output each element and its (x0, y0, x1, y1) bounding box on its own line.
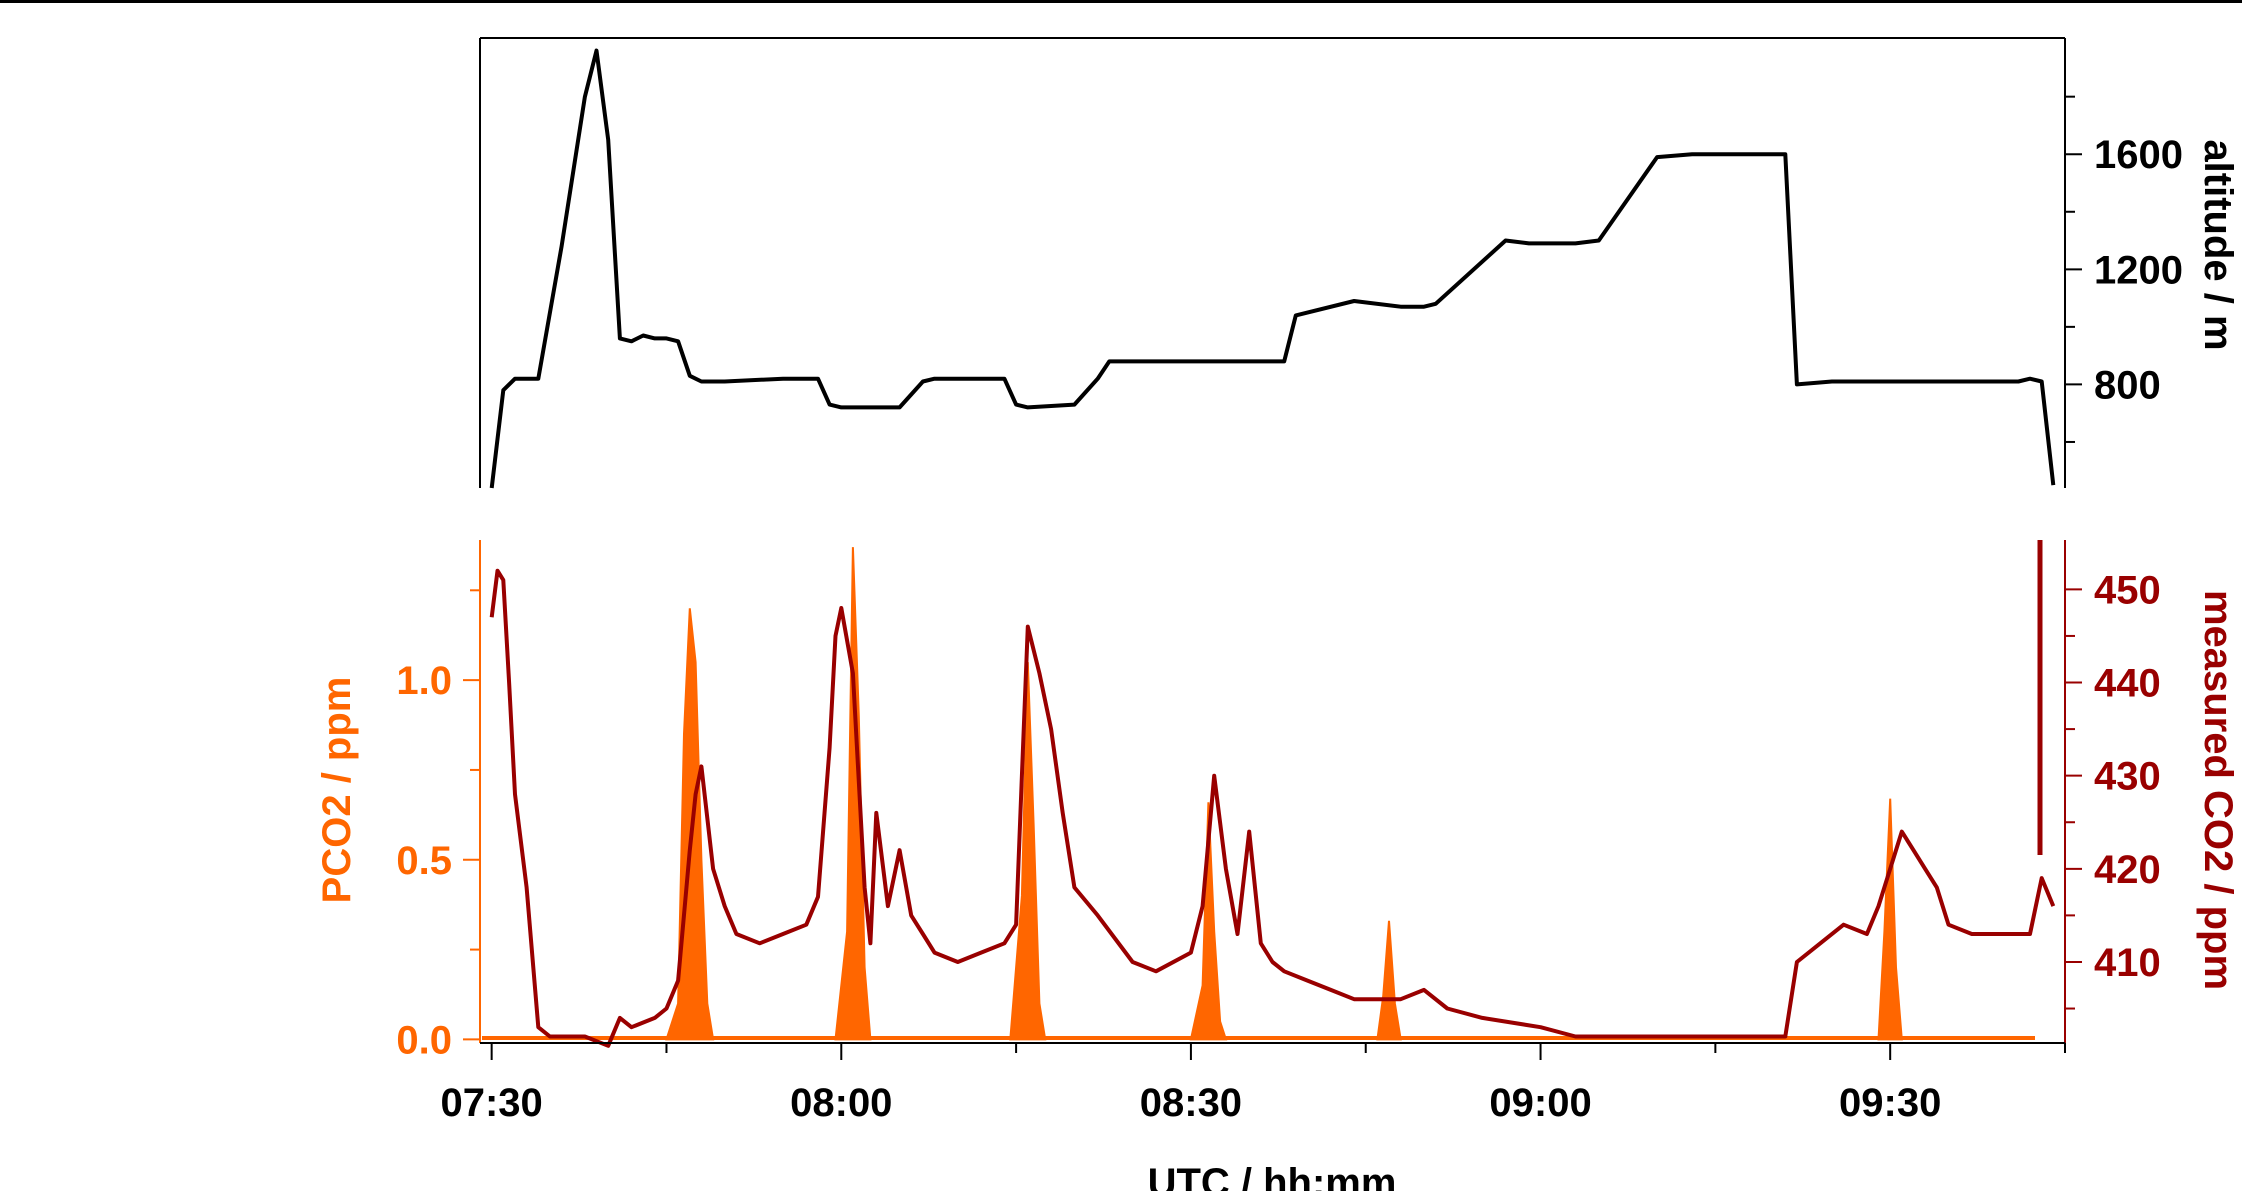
x-tick-label: 07:30 (440, 1081, 542, 1125)
x-tick-label: 08:00 (790, 1081, 892, 1125)
altitude-axis-title: altitude / m (2196, 139, 2240, 350)
pco2-peak (1009, 662, 1047, 1041)
pco2-area-series (665, 547, 1903, 1041)
pco2-tick-label: 0.0 (396, 1018, 452, 1062)
x-tick-label: 09:00 (1489, 1081, 1591, 1125)
measured-co2-line (489, 568, 2056, 1048)
altitude-ticks: 800 1200 1600 (2065, 95, 2183, 443)
co2-tick-label: 440 (2094, 662, 2161, 706)
x-tick-label: 09:30 (1839, 1081, 1941, 1125)
altitude-tick-label: 1600 (2094, 133, 2183, 177)
pco2-peak (1376, 920, 1402, 1041)
altitude-tick-label: 1200 (2094, 248, 2183, 292)
altitude-panel: 800 1200 1600 altitude / m (479, 37, 2240, 489)
x-axis-title: UTC / hh:mm (1148, 1161, 1397, 1191)
co2-tick-label: 430 (2094, 755, 2161, 799)
co2-tick-label: 420 (2094, 848, 2161, 892)
co2-ticks: 410 420 430 440 450 (2065, 568, 2161, 1010)
x-tick-label: 08:30 (1140, 1081, 1242, 1125)
altitude-line (489, 48, 2056, 489)
pco2-axis-title: PCO2 / ppm (315, 677, 359, 904)
x-ticks: 07:30 08:00 08:30 09:00 09:30 (440, 1043, 2066, 1125)
co2-tick-label: 410 (2094, 941, 2161, 985)
pco2-tick-label: 1.0 (396, 659, 452, 703)
pco2-peak (665, 608, 715, 1041)
pco2-peak (834, 547, 872, 1041)
altitude-tick-label: 800 (2094, 363, 2161, 407)
pco2-ticks: 0.0 0.5 1.0 (396, 589, 480, 1062)
pco2-peak (1877, 798, 1903, 1041)
co2-tick-label: 450 (2094, 568, 2161, 612)
pco2-tick-label: 0.5 (396, 839, 452, 883)
co2-axis-title: measured CO2 / ppm (2196, 590, 2240, 990)
co2-panel: 0.0 0.5 1.0 410 420 430 440 450 07:30 08:00 08:3… (315, 540, 2240, 1191)
